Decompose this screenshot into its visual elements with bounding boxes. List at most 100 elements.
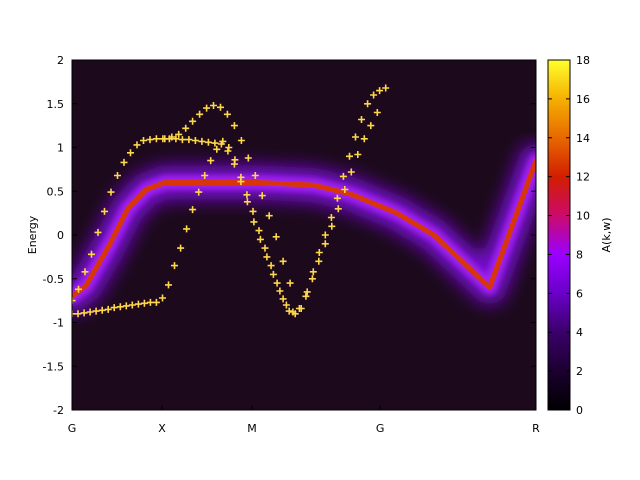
band-point bbox=[140, 299, 148, 307]
colorbar-tick-label: 0 bbox=[576, 404, 583, 417]
band-point bbox=[152, 135, 160, 143]
band-point bbox=[265, 212, 273, 220]
band-point bbox=[250, 218, 258, 226]
x-tick-label: R bbox=[532, 422, 540, 435]
y-tick-label: -0.5 bbox=[43, 273, 64, 286]
band-point bbox=[191, 137, 199, 144]
colorbar-ticks: 0 2 4 6 8 10 12 14 16 18 bbox=[548, 54, 590, 417]
band-point bbox=[285, 307, 293, 315]
band-point bbox=[127, 149, 134, 157]
band-point bbox=[370, 91, 378, 99]
band-point bbox=[72, 310, 76, 318]
band-point bbox=[110, 304, 118, 312]
y-tick-label: 0 bbox=[57, 229, 64, 242]
band-point bbox=[237, 137, 245, 144]
colorbar-tick-label: 12 bbox=[576, 171, 590, 184]
band-point bbox=[168, 133, 176, 141]
y-tick-label: 1.5 bbox=[47, 98, 65, 111]
band-point bbox=[315, 249, 323, 256]
y-axis-label: Energy bbox=[26, 215, 39, 254]
band-point bbox=[276, 287, 284, 295]
band-point bbox=[80, 309, 88, 317]
band-point bbox=[295, 305, 303, 312]
band-point bbox=[134, 300, 142, 308]
band-point bbox=[198, 137, 206, 145]
band-point bbox=[279, 295, 287, 303]
colorbar: 0 2 4 6 8 10 12 14 16 18 A(k,w) bbox=[547, 54, 613, 417]
band-point bbox=[75, 285, 82, 293]
band-point bbox=[376, 87, 384, 95]
intensity-map bbox=[72, 143, 536, 314]
x-tick-label: M bbox=[247, 422, 257, 435]
band-point bbox=[289, 308, 297, 316]
band-point bbox=[88, 250, 95, 258]
band-point bbox=[302, 292, 310, 300]
band-point bbox=[146, 136, 154, 144]
band-point bbox=[189, 117, 197, 125]
band-point bbox=[249, 207, 257, 215]
band-point bbox=[116, 303, 124, 311]
band-point bbox=[261, 244, 269, 252]
band-point bbox=[120, 158, 128, 166]
band-point bbox=[189, 206, 197, 214]
band-point bbox=[243, 191, 251, 199]
band-point bbox=[133, 141, 141, 149]
plot-area bbox=[71, 59, 537, 411]
band-point bbox=[230, 122, 238, 130]
band-point bbox=[146, 298, 154, 306]
band-point bbox=[224, 147, 232, 155]
band-point bbox=[107, 188, 115, 196]
band-point bbox=[339, 172, 347, 180]
x-tick-label: X bbox=[158, 422, 166, 435]
band-point bbox=[104, 305, 112, 313]
band-point bbox=[101, 207, 108, 215]
band-point bbox=[217, 140, 225, 148]
band-point bbox=[98, 306, 106, 314]
band-point bbox=[172, 135, 180, 143]
band-point bbox=[327, 214, 335, 221]
band-point bbox=[165, 281, 172, 289]
colorbar-tick-label: 10 bbox=[576, 210, 590, 223]
band-point bbox=[334, 205, 342, 213]
band-point bbox=[230, 160, 238, 168]
band-point bbox=[267, 262, 275, 270]
plot-background bbox=[72, 60, 536, 410]
y-tick-label: 1 bbox=[57, 142, 64, 155]
band-point bbox=[122, 302, 130, 310]
band-point bbox=[364, 100, 372, 108]
band-point bbox=[358, 116, 365, 123]
intensity-ridge bbox=[72, 158, 536, 299]
colorbar-tick-label: 6 bbox=[576, 287, 583, 300]
band-point bbox=[382, 84, 390, 92]
band-point bbox=[201, 172, 209, 179]
band-point bbox=[373, 109, 381, 116]
band-point bbox=[256, 235, 264, 243]
band-point bbox=[237, 178, 245, 186]
band-point bbox=[74, 310, 82, 318]
band-point bbox=[210, 102, 217, 109]
band-point bbox=[175, 130, 183, 138]
band-point bbox=[282, 301, 290, 309]
band-point bbox=[178, 136, 186, 144]
x-tick-label: G bbox=[376, 422, 385, 435]
band-point bbox=[244, 154, 252, 162]
band-point bbox=[269, 270, 277, 278]
band-point bbox=[159, 294, 166, 302]
band-point bbox=[347, 168, 355, 176]
band-point bbox=[341, 186, 349, 193]
band-point bbox=[303, 288, 311, 296]
band-point bbox=[263, 253, 271, 261]
band-point bbox=[352, 133, 359, 141]
band-point bbox=[279, 257, 287, 265]
colorbar-tick-label: 2 bbox=[576, 365, 583, 378]
band-point bbox=[114, 172, 121, 179]
band-point bbox=[72, 297, 76, 305]
colorbar-tick-label: 8 bbox=[576, 248, 583, 261]
band-point bbox=[81, 268, 89, 276]
band-point bbox=[207, 157, 215, 165]
band-point bbox=[203, 104, 211, 112]
band-point bbox=[354, 151, 362, 158]
band-point bbox=[196, 110, 204, 118]
colorbar-tick-label: 4 bbox=[576, 326, 583, 339]
